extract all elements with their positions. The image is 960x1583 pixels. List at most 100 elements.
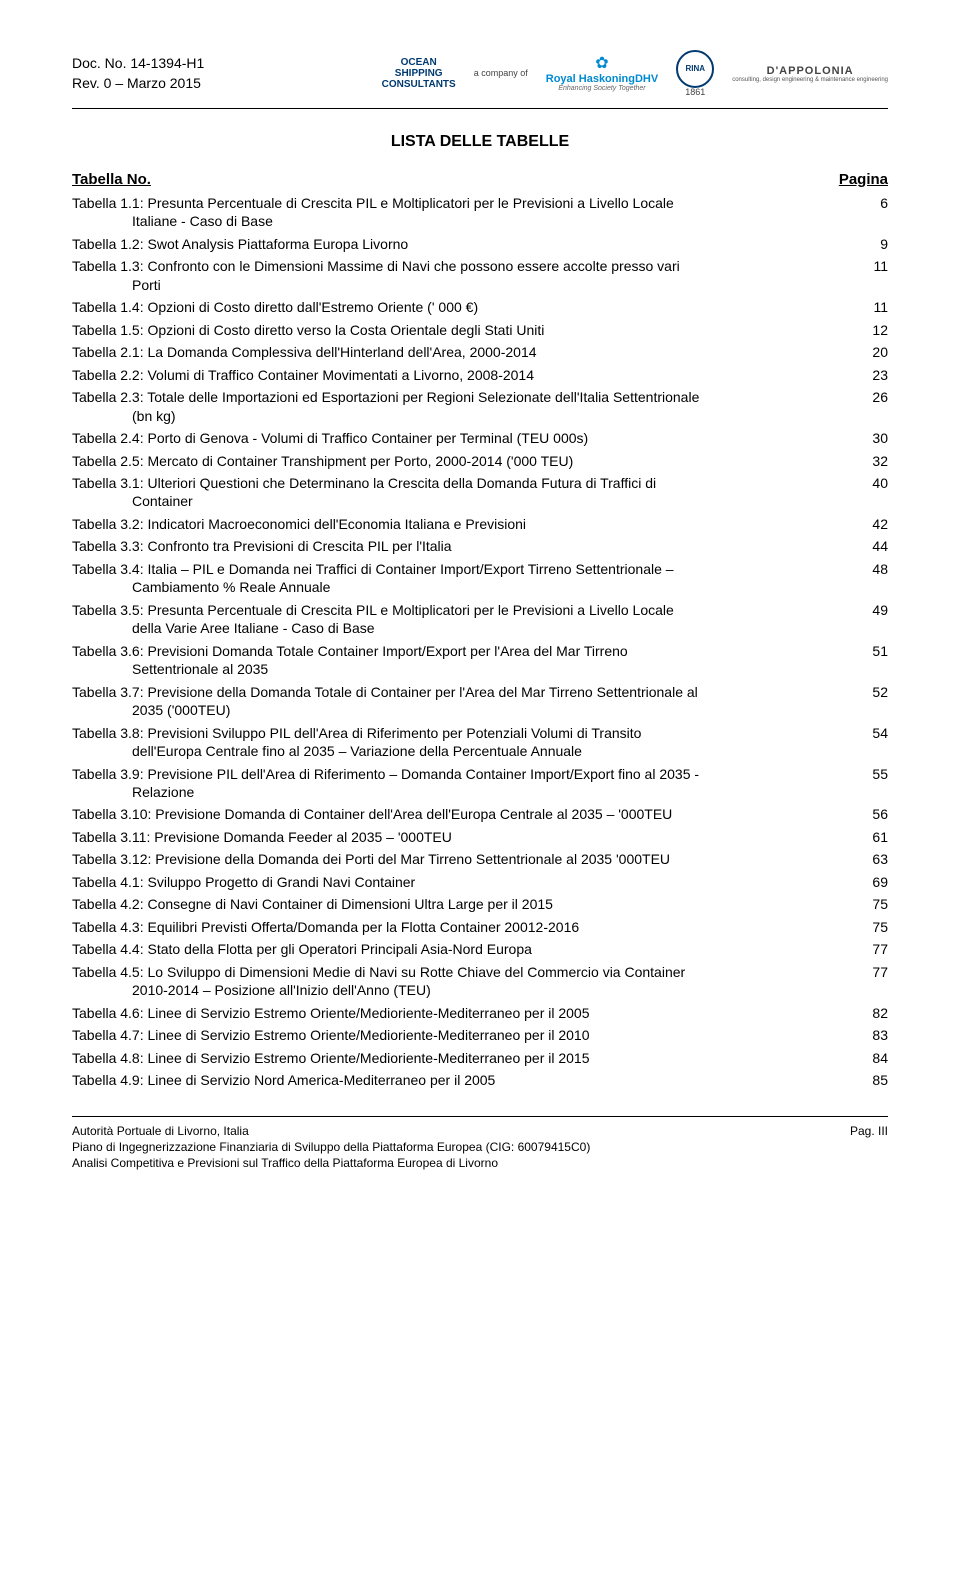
footer-plan: Piano di Ingegnerizzazione Finanziaria d… — [72, 1139, 888, 1155]
toc-entry: Tabella 3.6: Previsioni Domanda Totale C… — [72, 642, 888, 679]
toc-entry-page: 49 — [864, 601, 888, 638]
toc-entry: Tabella 4.5: Lo Sviluppo di Dimensioni M… — [72, 963, 888, 1000]
toc-entry: Tabella 2.1: La Domanda Complessiva dell… — [72, 343, 888, 361]
list-title: LISTA DELLE TABELLE — [72, 133, 888, 151]
toc-entry: Tabella 3.1: Ulteriori Questioni che Det… — [72, 474, 888, 511]
toc-entry-page: 77 — [864, 963, 888, 1000]
toc-entry: Tabella 4.3: Equilibri Previsti Offerta/… — [72, 918, 888, 936]
toc-entry-page: 23 — [864, 366, 888, 384]
toc-entry-title: Tabella 4.7: Linee di Servizio Estremo O… — [72, 1026, 864, 1044]
toc-entry-page: 42 — [864, 515, 888, 533]
toc-entry: Tabella 3.3: Confronto tra Previsioni di… — [72, 537, 888, 555]
toc-entry-title: Tabella 3.2: Indicatori Macroeconomici d… — [72, 515, 864, 533]
toc-entry-title: Tabella 4.6: Linee di Servizio Estremo O… — [72, 1004, 864, 1022]
toc-entry-page: 20 — [864, 343, 888, 361]
toc-entry-title: Tabella 2.4: Porto di Genova - Volumi di… — [72, 429, 864, 447]
toc-entry-title: Tabella 3.10: Previsione Domanda di Cont… — [72, 805, 864, 823]
entries-list: Tabella 1.1: Presunta Percentuale di Cre… — [72, 194, 888, 1090]
toc-entry-continuation: Cambiamento % Reale Annuale — [72, 578, 854, 596]
toc-entry-title: Tabella 2.3: Totale delle Importazioni e… — [72, 388, 864, 425]
toc-entry: Tabella 1.1: Presunta Percentuale di Cre… — [72, 194, 888, 231]
toc-entry-title: Tabella 1.1: Presunta Percentuale di Cre… — [72, 194, 872, 231]
toc-entry-title: Tabella 1.4: Opzioni di Costo diretto da… — [72, 298, 865, 316]
toc-entry-title: Tabella 4.8: Linee di Servizio Estremo O… — [72, 1049, 864, 1067]
col-pagina: Pagina — [839, 171, 888, 188]
toc-entry-page: 32 — [864, 452, 888, 470]
logo-rhdhv-sub: Enhancing Society Together — [546, 85, 658, 93]
toc-entry-title: Tabella 1.3: Confronto con le Dimensioni… — [72, 257, 865, 294]
toc-entry: Tabella 4.4: Stato della Flotta per gli … — [72, 940, 888, 958]
toc-entry-page: 77 — [864, 940, 888, 958]
toc-entry-continuation: Settentrionale al 2035 — [72, 660, 854, 678]
toc-entry: Tabella 1.4: Opzioni di Costo diretto da… — [72, 298, 888, 316]
logo-rhdhv-name: Royal HaskoningDHV — [546, 73, 658, 85]
toc-entry: Tabella 2.4: Porto di Genova - Volumi di… — [72, 429, 888, 447]
logo-dappolonia: D'APPOLONIA consulting, design engineeri… — [732, 65, 888, 84]
toc-entry-page: 12 — [864, 321, 888, 339]
toc-entry-page: 11 — [865, 257, 888, 294]
logo-dapp-sub: consulting, design engineering & mainten… — [732, 77, 888, 84]
footer-analysis: Analisi Competitiva e Previsioni sul Tra… — [72, 1155, 888, 1171]
logo-osc-line1: OCEAN — [382, 57, 456, 68]
toc-entry-continuation: Porti — [72, 276, 855, 294]
toc-entry-title: Tabella 4.1: Sviluppo Progetto di Grandi… — [72, 873, 864, 891]
toc-entry: Tabella 4.8: Linee di Servizio Estremo O… — [72, 1049, 888, 1067]
doc-number: Doc. No. 14-1394-H1 — [72, 54, 204, 74]
toc-entry-continuation: della Varie Aree Italiane - Caso di Base — [72, 619, 854, 637]
rhdhv-flower-icon: ✿ — [595, 55, 608, 72]
toc-entry: Tabella 1.3: Confronto con le Dimensioni… — [72, 257, 888, 294]
toc-entry-continuation: Container — [72, 492, 854, 510]
toc-entry-continuation: dell'Europa Centrale fino al 2035 – Vari… — [72, 742, 854, 760]
logo-dapp-name: D'APPOLONIA — [732, 65, 888, 77]
toc-entry-title: Tabella 2.5: Mercato di Container Transh… — [72, 452, 864, 470]
columns-header: Tabella No. Pagina — [72, 171, 888, 188]
toc-entry: Tabella 2.3: Totale delle Importazioni e… — [72, 388, 888, 425]
logo-rina-year: 1861 — [676, 88, 714, 98]
logo-bar: OCEAN SHIPPING CONSULTANTS a company of … — [382, 50, 888, 98]
logo-company-of: a company of — [474, 69, 528, 79]
toc-entry-page: 63 — [864, 850, 888, 868]
toc-entry: Tabella 3.12: Previsione della Domanda d… — [72, 850, 888, 868]
doc-revision: Rev. 0 – Marzo 2015 — [72, 74, 204, 94]
toc-entry-continuation: (bn kg) — [72, 407, 854, 425]
toc-entry-continuation: Italiane - Caso di Base — [72, 212, 862, 230]
logo-rina: RINA 1861 — [676, 50, 714, 98]
toc-entry-page: 85 — [864, 1071, 888, 1089]
toc-entry: Tabella 4.2: Consegne di Navi Container … — [72, 895, 888, 913]
toc-entry: Tabella 3.9: Previsione PIL dell'Area di… — [72, 765, 888, 802]
logo-osc-line3: CONSULTANTS — [382, 79, 456, 90]
toc-entry-page: 56 — [864, 805, 888, 823]
page-header: Doc. No. 14-1394-H1 Rev. 0 – Marzo 2015 … — [72, 50, 888, 109]
toc-entry: Tabella 4.1: Sviluppo Progetto di Grandi… — [72, 873, 888, 891]
toc-entry-title: Tabella 4.5: Lo Sviluppo di Dimensioni M… — [72, 963, 864, 1000]
toc-entry-page: 75 — [864, 918, 888, 936]
toc-entry-page: 83 — [864, 1026, 888, 1044]
page-footer: Autorità Portuale di Livorno, Italia Pag… — [72, 1116, 888, 1172]
toc-entry-title: Tabella 1.5: Opzioni di Costo diretto ve… — [72, 321, 864, 339]
toc-entry-page: 9 — [872, 235, 888, 253]
toc-entry-title: Tabella 2.1: La Domanda Complessiva dell… — [72, 343, 864, 361]
toc-entry: Tabella 3.4: Italia – PIL e Domanda nei … — [72, 560, 888, 597]
toc-entry-title: Tabella 3.5: Presunta Percentuale di Cre… — [72, 601, 864, 638]
col-tabella-no: Tabella No. — [72, 171, 151, 188]
toc-entry: Tabella 2.2: Volumi di Traffico Containe… — [72, 366, 888, 384]
toc-entry-title: Tabella 2.2: Volumi di Traffico Containe… — [72, 366, 864, 384]
toc-entry-page: 11 — [865, 298, 888, 316]
page-root: Doc. No. 14-1394-H1 Rev. 0 – Marzo 2015 … — [0, 0, 960, 1211]
toc-entry-page: 40 — [864, 474, 888, 511]
toc-entry: Tabella 3.5: Presunta Percentuale di Cre… — [72, 601, 888, 638]
logo-rina-text: RINA — [685, 65, 705, 74]
toc-entry-page: 61 — [864, 828, 888, 846]
toc-entry-continuation: Relazione — [72, 783, 854, 801]
doc-meta: Doc. No. 14-1394-H1 Rev. 0 – Marzo 2015 — [72, 54, 204, 93]
logo-rhdhv: ✿ Royal HaskoningDHV Enhancing Society T… — [546, 55, 658, 92]
toc-entry-title: Tabella 3.4: Italia – PIL e Domanda nei … — [72, 560, 864, 597]
toc-entry-page: 26 — [864, 388, 888, 425]
rina-seal-icon: RINA — [676, 50, 714, 88]
toc-entry-title: Tabella 3.11: Previsione Domanda Feeder … — [72, 828, 864, 846]
toc-entry-title: Tabella 4.9: Linee di Servizio Nord Amer… — [72, 1071, 864, 1089]
toc-entry-title: Tabella 3.3: Confronto tra Previsioni di… — [72, 537, 864, 555]
toc-entry-title: Tabella 4.4: Stato della Flotta per gli … — [72, 940, 864, 958]
toc-entry: Tabella 3.10: Previsione Domanda di Cont… — [72, 805, 888, 823]
toc-entry-title: Tabella 1.2: Swot Analysis Piattaforma E… — [72, 235, 872, 253]
